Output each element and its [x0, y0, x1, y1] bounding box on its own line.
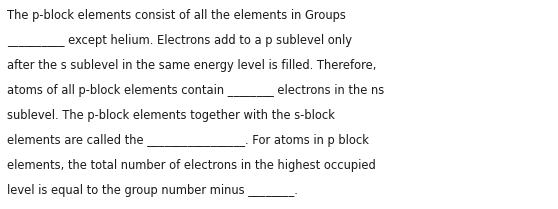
Text: __________ except helium. Electrons add to a p sublevel only: __________ except helium. Electrons add …: [7, 34, 352, 47]
Text: level is equal to the group number minus ________.: level is equal to the group number minus…: [7, 184, 298, 196]
Text: elements, the total number of electrons in the highest occupied: elements, the total number of electrons …: [7, 159, 376, 172]
Text: sublevel. The p-block elements together with the s-block: sublevel. The p-block elements together …: [7, 109, 335, 122]
Text: The p-block elements consist of all the elements in Groups: The p-block elements consist of all the …: [7, 9, 346, 22]
Text: atoms of all p-block elements contain ________ electrons in the ns: atoms of all p-block elements contain __…: [7, 84, 384, 97]
Text: elements are called the _________________. For atoms in p block: elements are called the ________________…: [7, 134, 369, 147]
Text: after the s sublevel in the same energy level is filled. Therefore,: after the s sublevel in the same energy …: [7, 59, 377, 72]
